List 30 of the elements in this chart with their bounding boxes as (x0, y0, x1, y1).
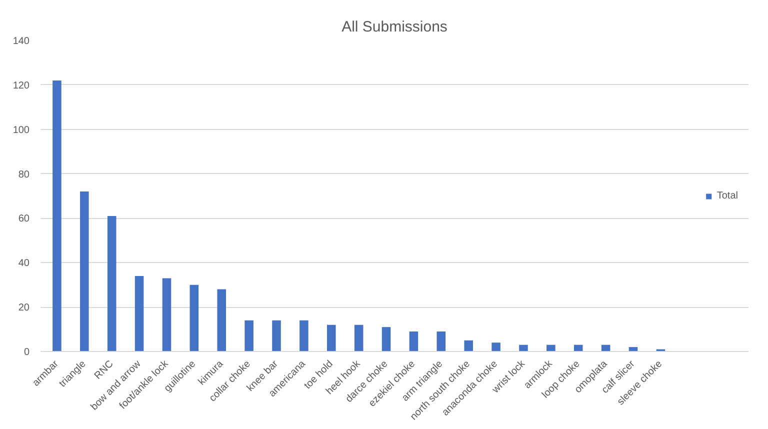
y-tick-label: 140 (12, 36, 30, 47)
bar (436, 332, 446, 352)
y-tick-label: 0 (24, 347, 30, 358)
bar (354, 324, 364, 352)
bar (134, 276, 144, 352)
y-tick-label: 120 (12, 80, 30, 92)
bar (107, 216, 116, 352)
bar (519, 344, 528, 352)
bar (272, 320, 281, 352)
bar (190, 284, 199, 352)
legend-label: Total (716, 190, 738, 201)
y-tick-label: 100 (12, 124, 30, 136)
bar (382, 327, 391, 352)
bar (80, 192, 89, 352)
chart-title: All Submissions (342, 18, 448, 36)
bar (217, 289, 226, 352)
y-tick-label: 80 (18, 169, 30, 180)
bar (492, 342, 500, 352)
bar (300, 320, 308, 352)
y-tick-label: 60 (18, 214, 30, 225)
y-tick-label: 40 (18, 258, 30, 270)
bar (464, 340, 473, 352)
bar (409, 332, 418, 352)
bar (546, 344, 556, 352)
bar (244, 320, 254, 352)
y-tick-label: 20 (18, 302, 30, 314)
bar (326, 324, 336, 352)
bar (574, 344, 583, 352)
bar (52, 80, 62, 352)
bar (162, 278, 172, 352)
